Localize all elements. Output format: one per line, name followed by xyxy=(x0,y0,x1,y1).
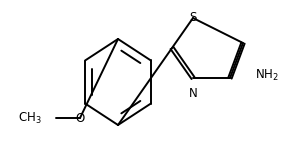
Text: N: N xyxy=(189,87,197,100)
Text: S: S xyxy=(189,11,197,24)
Text: NH$_2$: NH$_2$ xyxy=(255,67,279,82)
Text: CH$_3$: CH$_3$ xyxy=(18,110,42,125)
Text: O: O xyxy=(75,112,85,125)
